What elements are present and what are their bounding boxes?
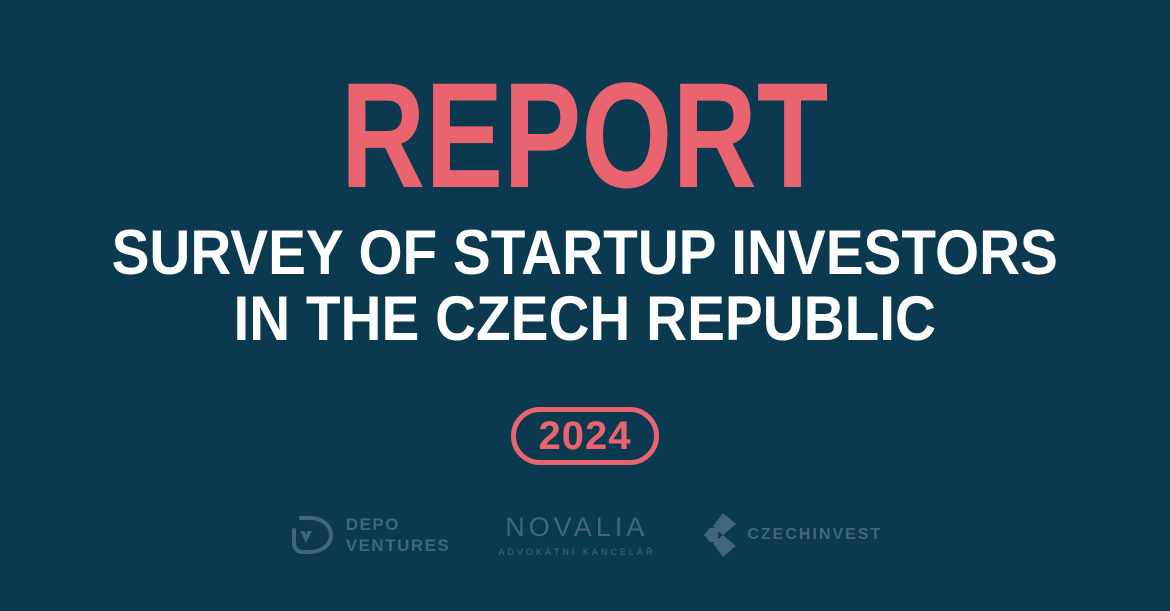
depo-line: DEPO bbox=[345, 515, 400, 535]
novalia-wordmark: NOVALIA bbox=[505, 511, 649, 542]
page-subtitle: SURVEY OF STARTUP INVESTORS IN THE CZECH… bbox=[112, 220, 1058, 352]
czechinvest-wordmark: CZECHINVEST bbox=[747, 526, 883, 544]
novalia-tagline: ADVOKÁTNÍ KANCELÁŘ bbox=[498, 546, 656, 557]
depo-ventures-d-v-icon bbox=[288, 511, 336, 559]
subtitle-line-2: IN THE CZECH REPUBLIC bbox=[233, 284, 937, 355]
ventures-line: VENTURES bbox=[345, 536, 451, 556]
year-badge: 2024 bbox=[511, 407, 659, 466]
logo-novalia: NOVALIA ADVOKÁTNÍ KANCELÁŘ bbox=[498, 511, 656, 557]
partner-logos-row: DEPO VENTURES NOVALIA ADVOKÁTNÍ KANCELÁŘ… bbox=[288, 511, 883, 559]
page-title: REPORT bbox=[341, 51, 829, 219]
logo-depo-ventures: DEPO VENTURES bbox=[288, 511, 451, 559]
depo-ventures-wordmark: DEPO VENTURES bbox=[346, 514, 451, 557]
czechinvest-diamonds-icon bbox=[703, 512, 739, 558]
logo-czechinvest: CZECHINVEST bbox=[703, 512, 882, 558]
subtitle-line-1: SURVEY OF STARTUP INVESTORS bbox=[111, 218, 1059, 288]
year-badge-text: 2024 bbox=[538, 414, 632, 459]
